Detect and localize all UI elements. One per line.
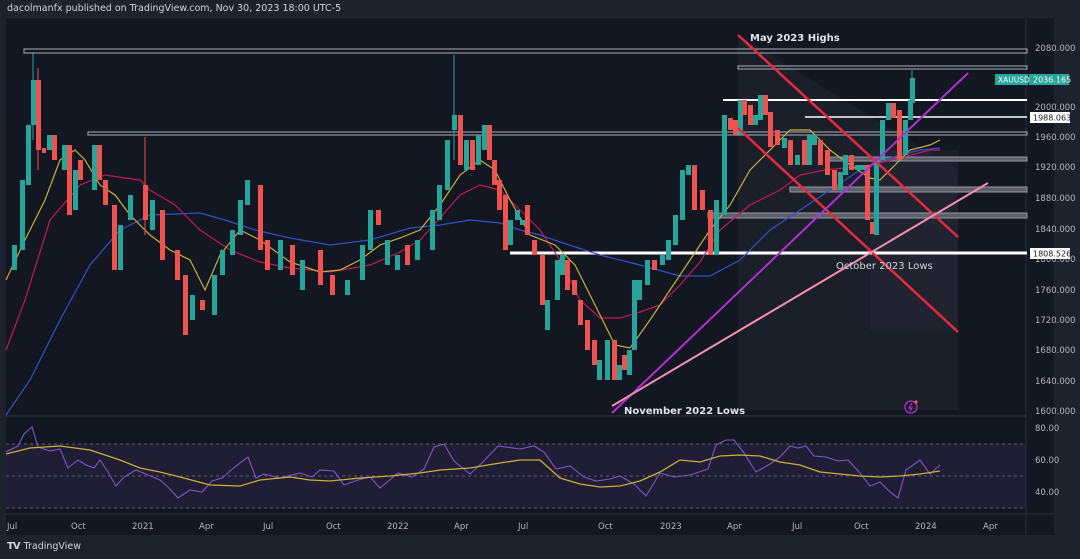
lightning-alert-icon[interactable] (904, 400, 918, 414)
svg-text:2023: 2023 (660, 522, 682, 532)
svg-text:1800.000: 1800.000 (1035, 255, 1076, 265)
svg-text:1920.000: 1920.000 (1035, 163, 1076, 173)
svg-text:Oct: Oct (598, 522, 613, 532)
svg-text:1840.000: 1840.000 (1035, 225, 1076, 235)
resistance-levels (23, 48, 1028, 255)
footer-bar (0, 535, 1080, 559)
publisher-info: dacolmanfx published on TradingView.com,… (7, 3, 342, 14)
tradingview-brand: TradingView (23, 541, 81, 552)
svg-text:Jul: Jul (791, 522, 802, 532)
last-price-value: 2036.165 (1033, 76, 1071, 85)
trendline-pink[interactable] (611, 182, 989, 407)
svg-text:Apr: Apr (199, 522, 214, 532)
header-bar: dacolmanfx published on TradingView.com,… (0, 0, 1080, 18)
price-axis[interactable]: 2080.000 2000.000 1960.000 1920.000 1880… (1035, 44, 1076, 417)
svg-text:80.00: 80.00 (1035, 424, 1059, 434)
svg-text:2080.000: 2080.000 (1035, 44, 1076, 54)
annotation-october-lows: October 2023 Lows (836, 261, 933, 272)
svg-text:Oct: Oct (854, 522, 869, 532)
channel-shading (738, 35, 958, 410)
tradingview-logo[interactable]: TV TradingView (7, 541, 81, 552)
candlesticks[interactable] (12, 52, 915, 380)
svg-text:2024: 2024 (915, 522, 937, 532)
svg-text:Apr: Apr (983, 522, 998, 532)
price-label-1808: 1808.526 (1030, 248, 1071, 259)
annotation-november-lows: November 2022 Lows (624, 406, 745, 417)
svg-text:1988.063: 1988.063 (1033, 114, 1071, 123)
channel-lower-line[interactable] (737, 127, 959, 333)
svg-text:40.00: 40.00 (1035, 488, 1059, 498)
projection-box (870, 150, 958, 330)
svg-text:1760.000: 1760.000 (1035, 286, 1076, 296)
svg-text:Oct: Oct (71, 522, 86, 532)
svg-text:Jul: Jul (6, 522, 17, 532)
svg-text:1680.000: 1680.000 (1035, 346, 1076, 356)
annotation-may-highs: May 2023 Highs (750, 33, 840, 44)
svg-text:2022: 2022 (387, 522, 409, 532)
price-label-1988: 1988.063 (1030, 112, 1071, 123)
rsi-axis[interactable]: 80.00 60.00 40.00 (1035, 424, 1059, 498)
svg-text:1640.000: 1640.000 (1035, 377, 1076, 387)
svg-text:Apr: Apr (454, 522, 469, 532)
rsi-line[interactable] (5, 426, 941, 499)
svg-text:Jul: Jul (517, 522, 528, 532)
svg-text:Oct: Oct (326, 522, 341, 532)
trendline-purple[interactable] (611, 72, 969, 414)
svg-text:2021: 2021 (132, 522, 154, 532)
svg-text:Apr: Apr (727, 522, 742, 532)
channel-upper-line[interactable] (737, 34, 959, 238)
svg-text:1808.526: 1808.526 (1033, 250, 1071, 259)
last-price-tag: XAUUSD 2036.165 (995, 74, 1071, 85)
svg-text:1960.000: 1960.000 (1035, 133, 1076, 143)
svg-text:1880.000: 1880.000 (1035, 194, 1076, 204)
svg-text:1600.000: 1600.000 (1035, 407, 1076, 417)
rsi-ma-line (5, 445, 941, 488)
svg-text:60.00: 60.00 (1035, 456, 1059, 466)
svg-text:Jul: Jul (262, 522, 273, 532)
svg-text:1720.000: 1720.000 (1035, 316, 1076, 326)
time-axis[interactable]: Jul Oct 2021 Apr Jul Oct 2022 Apr Jul Oc… (6, 522, 998, 532)
symbol-label: XAUUSD (998, 76, 1030, 85)
svg-text:2000.000: 2000.000 (1035, 103, 1076, 113)
tradingview-mark-icon: TV (7, 541, 21, 552)
